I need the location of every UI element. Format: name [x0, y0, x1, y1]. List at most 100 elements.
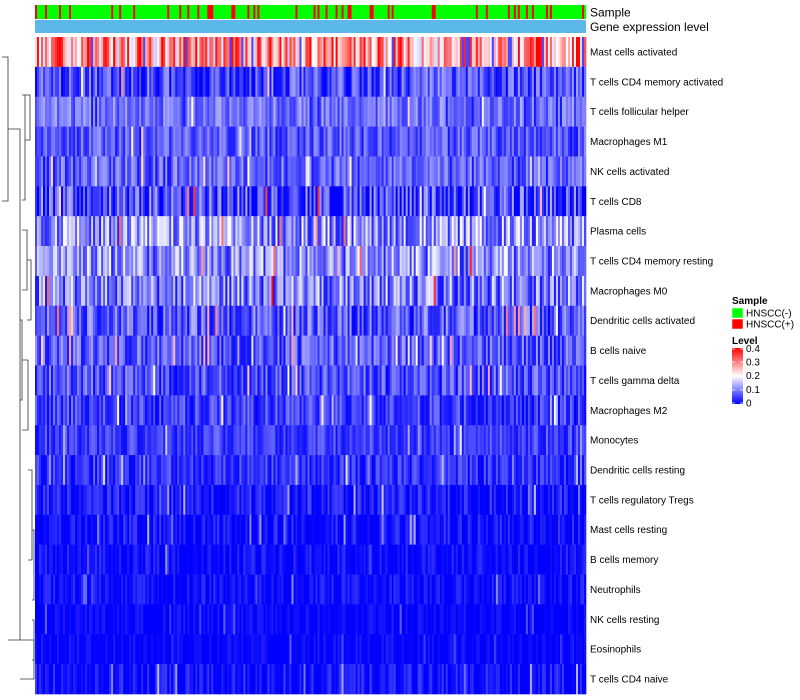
heatmap-cell: [161, 305, 164, 336]
heatmap-cell: [317, 126, 320, 157]
heatmap-cell: [547, 395, 551, 426]
heatmap-cell: [317, 216, 320, 247]
heatmap-cell: [515, 66, 519, 98]
heatmap-cell: [153, 216, 156, 247]
sample-annotation-cell: [215, 5, 218, 19]
heatmap-cell: [81, 216, 84, 247]
heatmap-cell: [35, 275, 38, 307]
heatmap-cell: [393, 246, 396, 277]
heatmap-cell: [75, 544, 78, 575]
heatmap-cell: [99, 156, 102, 187]
heatmap-cell: [41, 305, 44, 336]
heatmap-cell: [527, 455, 531, 486]
heatmap-cell: [117, 66, 120, 98]
heatmap-cell: [91, 246, 94, 277]
sample-annotation-cell: [379, 5, 382, 19]
heatmap-cell: [171, 514, 174, 545]
heatmap-cell: [413, 455, 416, 486]
heatmap-cell: [393, 455, 396, 486]
heatmap-cell: [73, 544, 76, 575]
heatmap-cell: [545, 246, 549, 277]
heatmap-cell: [187, 216, 190, 247]
heatmap-cell: [35, 126, 38, 157]
heatmap-cell: [139, 335, 142, 366]
heatmap-cell: [269, 246, 272, 277]
heatmap-cell: [483, 425, 487, 456]
heatmap-cell: [425, 335, 429, 366]
heatmap-cell: [177, 246, 180, 277]
heatmap-cell: [185, 514, 188, 545]
heatmap-cell: [499, 246, 503, 277]
heatmap-cell: [415, 365, 418, 396]
heatmap-cell: [301, 335, 304, 366]
heatmap-cell: [351, 335, 354, 366]
heatmap-cell: [447, 305, 451, 336]
heatmap-cell: [119, 335, 122, 366]
sample-annotation-cell: [453, 5, 457, 19]
heatmap-cell: [133, 216, 136, 247]
heatmap-cell: [203, 96, 206, 127]
heatmap-cell: [423, 514, 427, 545]
heatmap-cell: [59, 484, 62, 516]
sample-annotation-cell: [515, 5, 519, 19]
heatmap-cell: [509, 425, 513, 456]
heatmap-cell: [571, 275, 575, 307]
heatmap-cell: [305, 156, 308, 187]
heatmap-cell: [291, 425, 294, 456]
heatmap-cell: [291, 305, 294, 336]
heatmap-cell: [145, 305, 148, 336]
heatmap-cell: [413, 395, 416, 426]
heatmap-cell: [117, 305, 120, 336]
heatmap-cell: [117, 126, 120, 157]
heatmap-cell: [465, 156, 469, 187]
heatmap-cell: [77, 246, 80, 277]
heatmap-cell: [333, 216, 336, 247]
heatmap-cell: [311, 37, 314, 68]
heatmap-cell: [497, 37, 501, 68]
heatmap-cell: [181, 484, 184, 516]
heatmap-cell: [47, 37, 50, 68]
heatmap-cell: [255, 365, 258, 396]
heatmap-cell: [293, 96, 296, 127]
heatmap-cell: [45, 246, 48, 277]
heatmap-cell: [241, 514, 244, 545]
heatmap-cell: [83, 395, 86, 426]
heatmap-cell: [379, 37, 382, 68]
heatmap-cell: [51, 305, 54, 336]
heatmap-cell: [129, 66, 132, 98]
heatmap-cell: [389, 216, 392, 247]
heatmap-cell: [419, 305, 422, 336]
heatmap-cell: [193, 484, 196, 516]
heatmap-cell: [65, 246, 68, 277]
heatmap-cell: [395, 365, 398, 396]
heatmap-cell: [353, 156, 356, 187]
heatmap-cell: [391, 216, 394, 247]
heatmap-cell: [215, 186, 218, 217]
heatmap-cell: [389, 96, 392, 127]
heatmap-cell: [509, 514, 513, 545]
heatmap-cell: [421, 335, 424, 366]
heatmap-cell: [249, 66, 252, 98]
heatmap-cell: [531, 216, 535, 247]
heatmap-cell: [441, 455, 445, 486]
heatmap-cell: [147, 156, 150, 187]
heatmap-cell: [347, 365, 350, 396]
heatmap-cell: [457, 156, 461, 187]
heatmap-cell: [377, 425, 380, 456]
heatmap-cell: [35, 455, 38, 486]
heatmap-cell: [369, 455, 372, 486]
heatmap-cell: [297, 484, 300, 516]
heatmap-cell: [363, 275, 366, 307]
heatmap-cell: [541, 37, 545, 68]
heatmap-cell: [123, 425, 126, 456]
heatmap-cell: [103, 246, 106, 277]
heatmap-cell: [99, 96, 102, 127]
heatmap-cell: [283, 66, 286, 98]
heatmap-cell: [559, 514, 563, 545]
heatmap-cell: [217, 216, 220, 247]
sample-annotation-cell: [153, 5, 156, 19]
heatmap-cell: [397, 335, 400, 366]
heatmap-cell: [221, 37, 224, 68]
heatmap-cell: [533, 484, 537, 516]
sample-annotation-cell: [579, 5, 583, 19]
